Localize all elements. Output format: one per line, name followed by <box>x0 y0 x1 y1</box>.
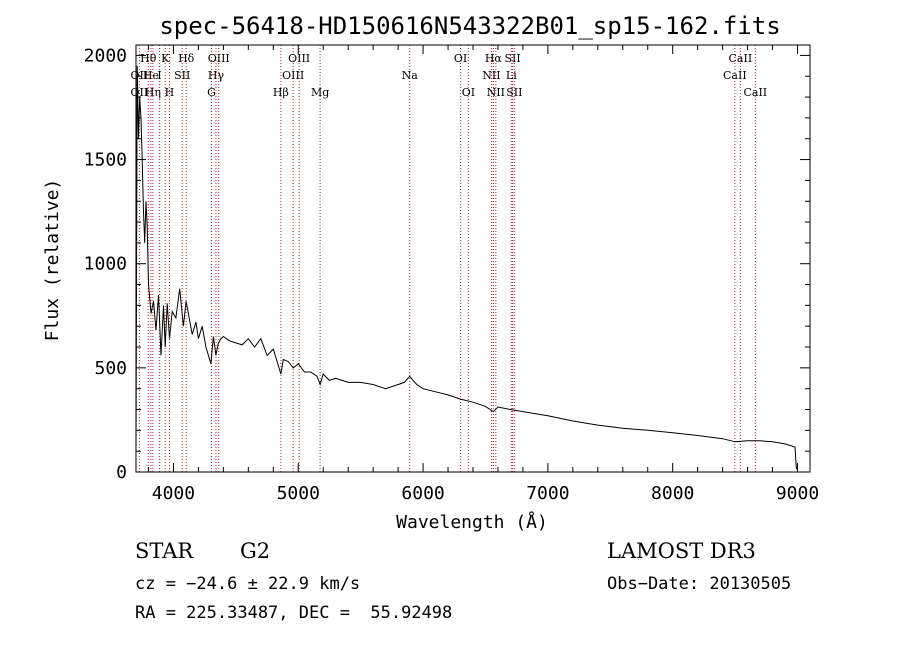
spectral-line-label: OI <box>462 86 475 99</box>
spectral-line-label: H <box>165 86 175 99</box>
spectral-line-label: CaII <box>723 69 747 82</box>
spectral-line-label: OI <box>454 52 467 65</box>
spectral-line-label: CaII <box>743 86 767 99</box>
spectral-line-label: NII <box>487 86 505 99</box>
x-axis-label: Wavelength (Å) <box>396 511 548 533</box>
chart-title: spec-56418-HD150616N543322B01_sp15-162.f… <box>159 12 780 40</box>
spectral-line-label: Hγ <box>208 69 225 82</box>
spectral-line-label: Hη <box>145 86 161 99</box>
axis-ticks: 4000 5000 6000 7000 8000 9000 0 500 1000 1500 2000 <box>84 45 819 504</box>
y-tick-label: 1000 <box>84 254 127 275</box>
spectral-line-label: SII <box>174 69 190 82</box>
spectral-line-label: NII <box>482 69 500 82</box>
spectral-line-label: Na <box>402 69 419 82</box>
y-tick-label: 2000 <box>84 45 127 66</box>
spectral-line-label: OIII <box>208 52 230 65</box>
spectral-line-label: Hθ <box>140 52 157 65</box>
spectral-line-label: G <box>207 86 216 99</box>
y-tick-label: 0 <box>116 462 127 483</box>
spectral-line-label: K <box>161 52 170 65</box>
x-tick-label: 6000 <box>401 483 444 504</box>
spectral-line-label: Mg <box>311 86 329 99</box>
y-tick-label: 500 <box>94 358 127 379</box>
x-tick-label: 5000 <box>277 483 320 504</box>
spectrum-series-line <box>135 65 798 471</box>
spectral-line-label: OIII <box>282 69 304 82</box>
x-tick-label: 4000 <box>152 483 195 504</box>
redshift-velocity: cz = −24.6 ± 22.9 km/s <box>135 574 361 594</box>
spectral-line-label: Li <box>506 69 517 82</box>
object-class: STAR <box>135 539 194 563</box>
spectral-line-label: OII <box>131 69 149 82</box>
y-tick-label: 1500 <box>84 150 127 171</box>
spectral-line-label: Hδ <box>178 52 195 65</box>
spectral-line-label: Hβ <box>273 86 289 99</box>
spectral-line-label: Hα <box>485 52 503 65</box>
spectral-line-label: SII <box>504 52 520 65</box>
x-tick-label: 7000 <box>526 483 569 504</box>
x-tick-label: 9000 <box>776 483 819 504</box>
spectral-line-label: He <box>143 69 159 82</box>
y-axis-label: Flux (relative) <box>42 179 63 342</box>
spectral-line-label: I <box>157 69 161 82</box>
survey-name: LAMOST DR3 <box>607 539 756 563</box>
spectral-line-label: CaII <box>729 52 753 65</box>
observation-date: Obs−Date: 20130505 <box>607 574 792 594</box>
ra-dec-coordinates: RA = 225.33487, DEC = 55.92498 <box>135 603 453 623</box>
plot-frame <box>135 44 811 473</box>
spectral-line-markers <box>138 45 756 472</box>
spectral-line-label: SII <box>506 86 522 99</box>
object-subclass: G2 <box>240 539 271 563</box>
x-tick-label: 8000 <box>651 483 694 504</box>
spectral-line-label: OIII <box>288 52 310 65</box>
spectral-line-label: OII <box>131 86 149 99</box>
